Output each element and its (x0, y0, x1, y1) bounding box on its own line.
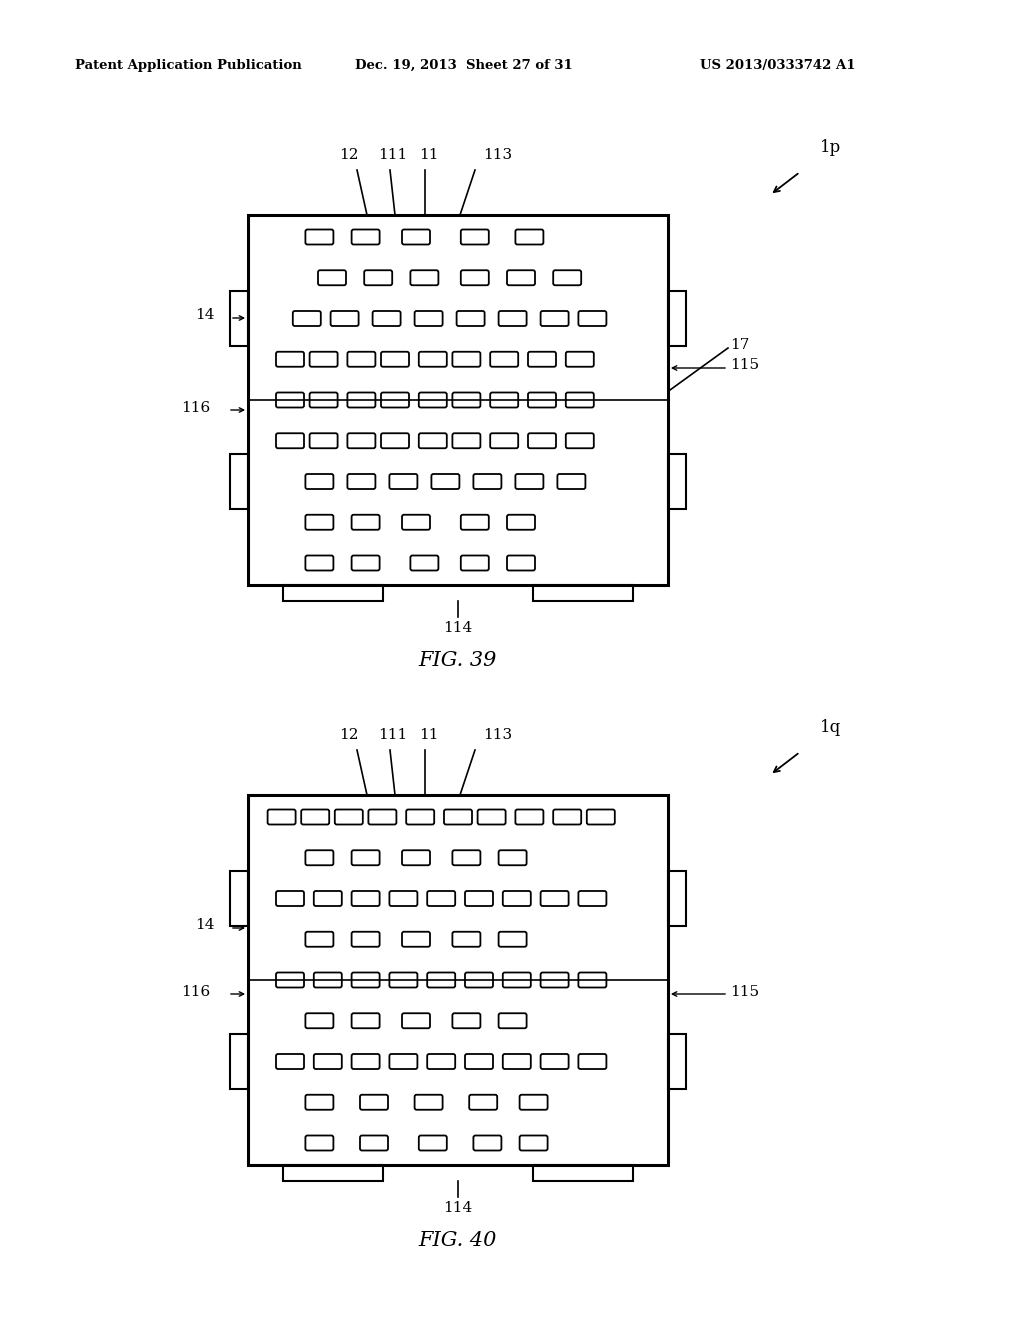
Text: 1p: 1p (820, 140, 842, 157)
Bar (534, 585, 633, 601)
Bar (230, 871, 248, 927)
Bar (668, 292, 686, 346)
Text: 116: 116 (181, 401, 210, 414)
Text: 14: 14 (196, 308, 215, 322)
Text: 11: 11 (419, 729, 438, 742)
Text: 113: 113 (483, 148, 513, 162)
Text: FIG. 40: FIG. 40 (419, 1232, 498, 1250)
Text: 111: 111 (379, 148, 408, 162)
Bar (668, 871, 686, 927)
Text: 12: 12 (339, 729, 358, 742)
Text: 115: 115 (730, 358, 759, 372)
Text: 115: 115 (730, 985, 759, 999)
Text: 111: 111 (379, 729, 408, 742)
Text: 114: 114 (443, 1201, 473, 1214)
Text: 116: 116 (181, 985, 210, 999)
Text: Patent Application Publication: Patent Application Publication (75, 58, 302, 71)
Text: 114: 114 (443, 620, 473, 635)
Bar (283, 585, 383, 601)
Text: 1q: 1q (820, 719, 842, 737)
Text: 113: 113 (483, 729, 513, 742)
Bar (283, 1166, 383, 1181)
Bar (248, 795, 668, 1166)
Text: 14: 14 (196, 917, 215, 932)
Text: FIG. 39: FIG. 39 (419, 651, 498, 671)
Text: US 2013/0333742 A1: US 2013/0333742 A1 (700, 58, 855, 71)
Text: 11: 11 (419, 148, 438, 162)
Bar (668, 1034, 686, 1089)
Bar (668, 454, 686, 510)
Bar (534, 1166, 633, 1181)
Text: Dec. 19, 2013  Sheet 27 of 31: Dec. 19, 2013 Sheet 27 of 31 (355, 58, 572, 71)
Text: 17: 17 (730, 338, 750, 352)
Bar (248, 215, 668, 585)
Bar (230, 1034, 248, 1089)
Bar (230, 454, 248, 510)
Text: 12: 12 (339, 148, 358, 162)
Bar (230, 292, 248, 346)
